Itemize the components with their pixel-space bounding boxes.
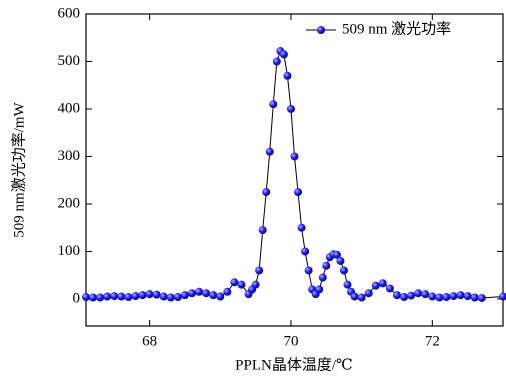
data-point [131, 292, 140, 301]
data-point [449, 292, 458, 301]
x-tick-label: 68 [142, 333, 157, 349]
data-point [251, 280, 260, 289]
data-point [339, 266, 348, 275]
data-point [442, 293, 451, 302]
data-point [304, 266, 313, 275]
data-point [318, 273, 327, 282]
data-point [216, 292, 225, 301]
x-tick-label: 70 [283, 333, 298, 349]
data-point [286, 104, 295, 113]
y-tick-label: 500 [58, 53, 81, 69]
data-point [421, 290, 430, 299]
data-point [322, 261, 331, 270]
y-tick-label: 0 [73, 290, 81, 306]
data-point [435, 293, 444, 302]
data-point [265, 147, 274, 156]
data-point [477, 293, 486, 302]
data-point [166, 293, 175, 302]
data-point [180, 291, 189, 300]
y-tick-label: 100 [58, 243, 81, 259]
data-point [89, 293, 98, 302]
data-point [255, 266, 264, 275]
y-tick-label: 600 [58, 5, 81, 21]
data-point [103, 292, 112, 301]
legend-label: 509 nm 激光功率 [342, 20, 451, 37]
data-point [202, 289, 211, 298]
data-point [400, 293, 409, 302]
data-point [283, 71, 292, 80]
x-tick-label: 72 [425, 333, 440, 349]
y-tick-label: 400 [58, 100, 81, 116]
data-point [195, 287, 204, 296]
data-point [332, 250, 341, 259]
data-point [315, 285, 324, 294]
data-point [392, 291, 401, 300]
data-point [173, 293, 182, 302]
data-point [407, 291, 416, 300]
data-point [82, 293, 90, 302]
y-tick-label: 300 [58, 148, 81, 164]
data-point [269, 100, 278, 109]
y-axis-label: 509 nm激光功率/mW [10, 101, 27, 237]
data-point [414, 289, 423, 298]
data-point [117, 292, 126, 301]
data-point [428, 292, 437, 301]
legend-marker [317, 26, 325, 34]
data-point [279, 50, 288, 59]
data-point [145, 290, 154, 299]
data-point [290, 152, 299, 161]
data-point [223, 287, 232, 296]
data-point [357, 293, 366, 302]
data-point [364, 289, 373, 298]
data-point [258, 226, 267, 235]
data-point [124, 293, 133, 302]
data-point [378, 279, 387, 288]
data-point [138, 291, 147, 300]
data-point [110, 292, 119, 301]
plot-frame [85, 13, 504, 327]
data-point [297, 223, 306, 232]
data-point [272, 57, 281, 66]
data-point [463, 292, 472, 301]
data-point [470, 293, 479, 302]
data-point [152, 290, 161, 299]
data-point [456, 291, 465, 300]
data-point [262, 188, 271, 197]
data-point [237, 280, 246, 289]
data-point [371, 281, 380, 290]
data-point [188, 289, 197, 298]
data-point [294, 188, 303, 197]
data-point [230, 278, 239, 287]
series-line [85, 50, 504, 299]
data-point [499, 292, 506, 301]
data-point [301, 247, 310, 256]
data-point [343, 280, 352, 289]
data-point [336, 256, 345, 265]
x-axis-label: PPLN晶体温度/℃ [235, 356, 353, 373]
data-point [385, 284, 394, 293]
data-point [350, 292, 359, 301]
data-point [96, 293, 105, 302]
y-tick-label: 200 [58, 195, 81, 211]
data-point [209, 291, 218, 300]
data-point [159, 292, 168, 301]
